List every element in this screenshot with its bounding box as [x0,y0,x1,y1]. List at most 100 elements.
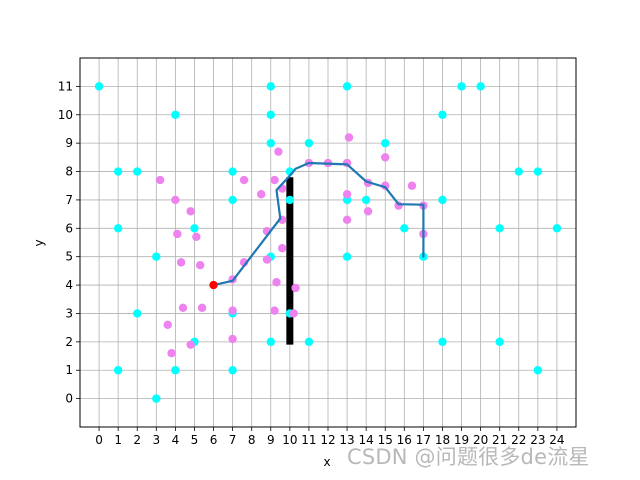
x-tick-label: 1 [114,433,122,447]
sample-point [163,320,172,330]
obstacle-points [94,82,562,403]
obstacle-point [495,224,504,233]
obstacle-point [228,366,237,375]
x-tick-label: 6 [210,433,218,447]
obstacle-point [361,195,371,205]
obstacle-point [113,167,123,176]
sample-point [173,229,182,239]
sample-point [270,306,279,315]
obstacle-point [304,138,314,148]
y-tick-label: 11 [58,79,73,93]
obstacle-point [285,195,295,205]
x-tick-label: 2 [133,433,141,447]
y-tick-label: 4 [65,278,73,292]
y-tick-label: 9 [65,136,73,150]
sample-point [278,243,287,253]
x-tick-label: 10 [282,433,297,447]
y-tick-label: 8 [65,165,73,179]
sample-point [257,190,266,199]
x-tick-label: 16 [397,433,412,447]
y-tick-label: 6 [65,221,73,235]
obstacle-point [190,224,199,233]
obstacle-point [476,82,485,91]
obstacle-point [228,167,237,176]
ticks: 0 1 2 3 4 5 6 7 8 9 10 11 12 13 14 15 16 17 18 19 20 21 22 23 24… [58,79,565,447]
obstacle-point [171,366,180,375]
x-tick-label: 15 [378,433,393,447]
sample-point [289,309,298,318]
obstacle-point [514,167,523,176]
obstacle-point [266,82,275,91]
obstacle-point [495,337,504,347]
obstacle-point [133,309,142,318]
obstacle-point [266,337,275,347]
x-tick-label: 0 [95,433,103,447]
sample-point [342,215,352,224]
path-line [212,161,425,287]
x-tick-label: 23 [530,433,545,447]
sample-point [197,303,207,312]
start-layer [209,280,218,290]
y-tick-label: 0 [65,392,73,406]
x-tick-label: 11 [301,433,316,447]
sample-point [342,190,352,199]
x-axis-label: x [323,455,330,469]
obstacle-point [152,252,161,261]
obstacle-point [342,252,352,261]
y-tick-label: 10 [58,108,73,122]
obstacle-point [457,82,466,91]
sample-point [195,261,205,270]
y-tick-label: 2 [65,335,73,349]
x-tick-label: 7 [229,433,237,447]
x-tick-label: 9 [267,433,275,447]
sample-point [272,278,281,287]
obstacle-point [438,110,447,119]
x-tick-label: 20 [473,433,488,447]
obstacle-point [133,167,142,176]
sample-point [167,349,176,358]
x-tick-label: 18 [435,433,450,447]
obstacle-point [533,366,543,375]
sample-point [291,283,300,293]
sample-point [186,340,195,349]
obstacle-point [266,138,275,148]
x-tick-label: 3 [152,433,160,447]
obstacle-point [113,366,123,375]
obstacle-point [94,82,104,91]
sample-point [176,258,186,267]
watermark: CSDN @问题很多de流星 [347,445,590,469]
x-tick-label: 17 [416,433,431,447]
x-tick-label: 12 [320,433,335,447]
y-tick-label: 7 [65,193,73,207]
obstacle-point [152,394,161,403]
obstacle-point [552,224,562,233]
x-tick-label: 13 [339,433,354,447]
sample-point [192,232,201,242]
sample-point [186,207,195,216]
obstacle-point [438,337,447,347]
sample-point [262,255,272,264]
x-tick-label: 21 [492,433,507,447]
sample-point [274,147,283,156]
sample-point [239,175,249,185]
sample-point [178,303,188,312]
sample-point [407,181,417,190]
sample-point [381,181,390,190]
sample-point [344,133,354,142]
x-tick-label: 19 [454,433,469,447]
start-point [209,280,218,290]
x-tick-label: 8 [248,433,256,447]
y-tick-label: 3 [65,306,73,320]
grid [80,58,576,427]
x-tick-label: 22 [511,433,526,447]
obstacle-point [342,82,352,91]
sample-point [363,207,373,216]
sample-point [155,175,165,185]
x-tick-label: 14 [359,433,374,447]
sample-point [171,195,180,205]
obstacle-point [171,110,180,119]
y-tick-label: 5 [65,250,73,264]
x-tick-label: 24 [549,433,564,447]
obstacle-point [113,224,123,233]
